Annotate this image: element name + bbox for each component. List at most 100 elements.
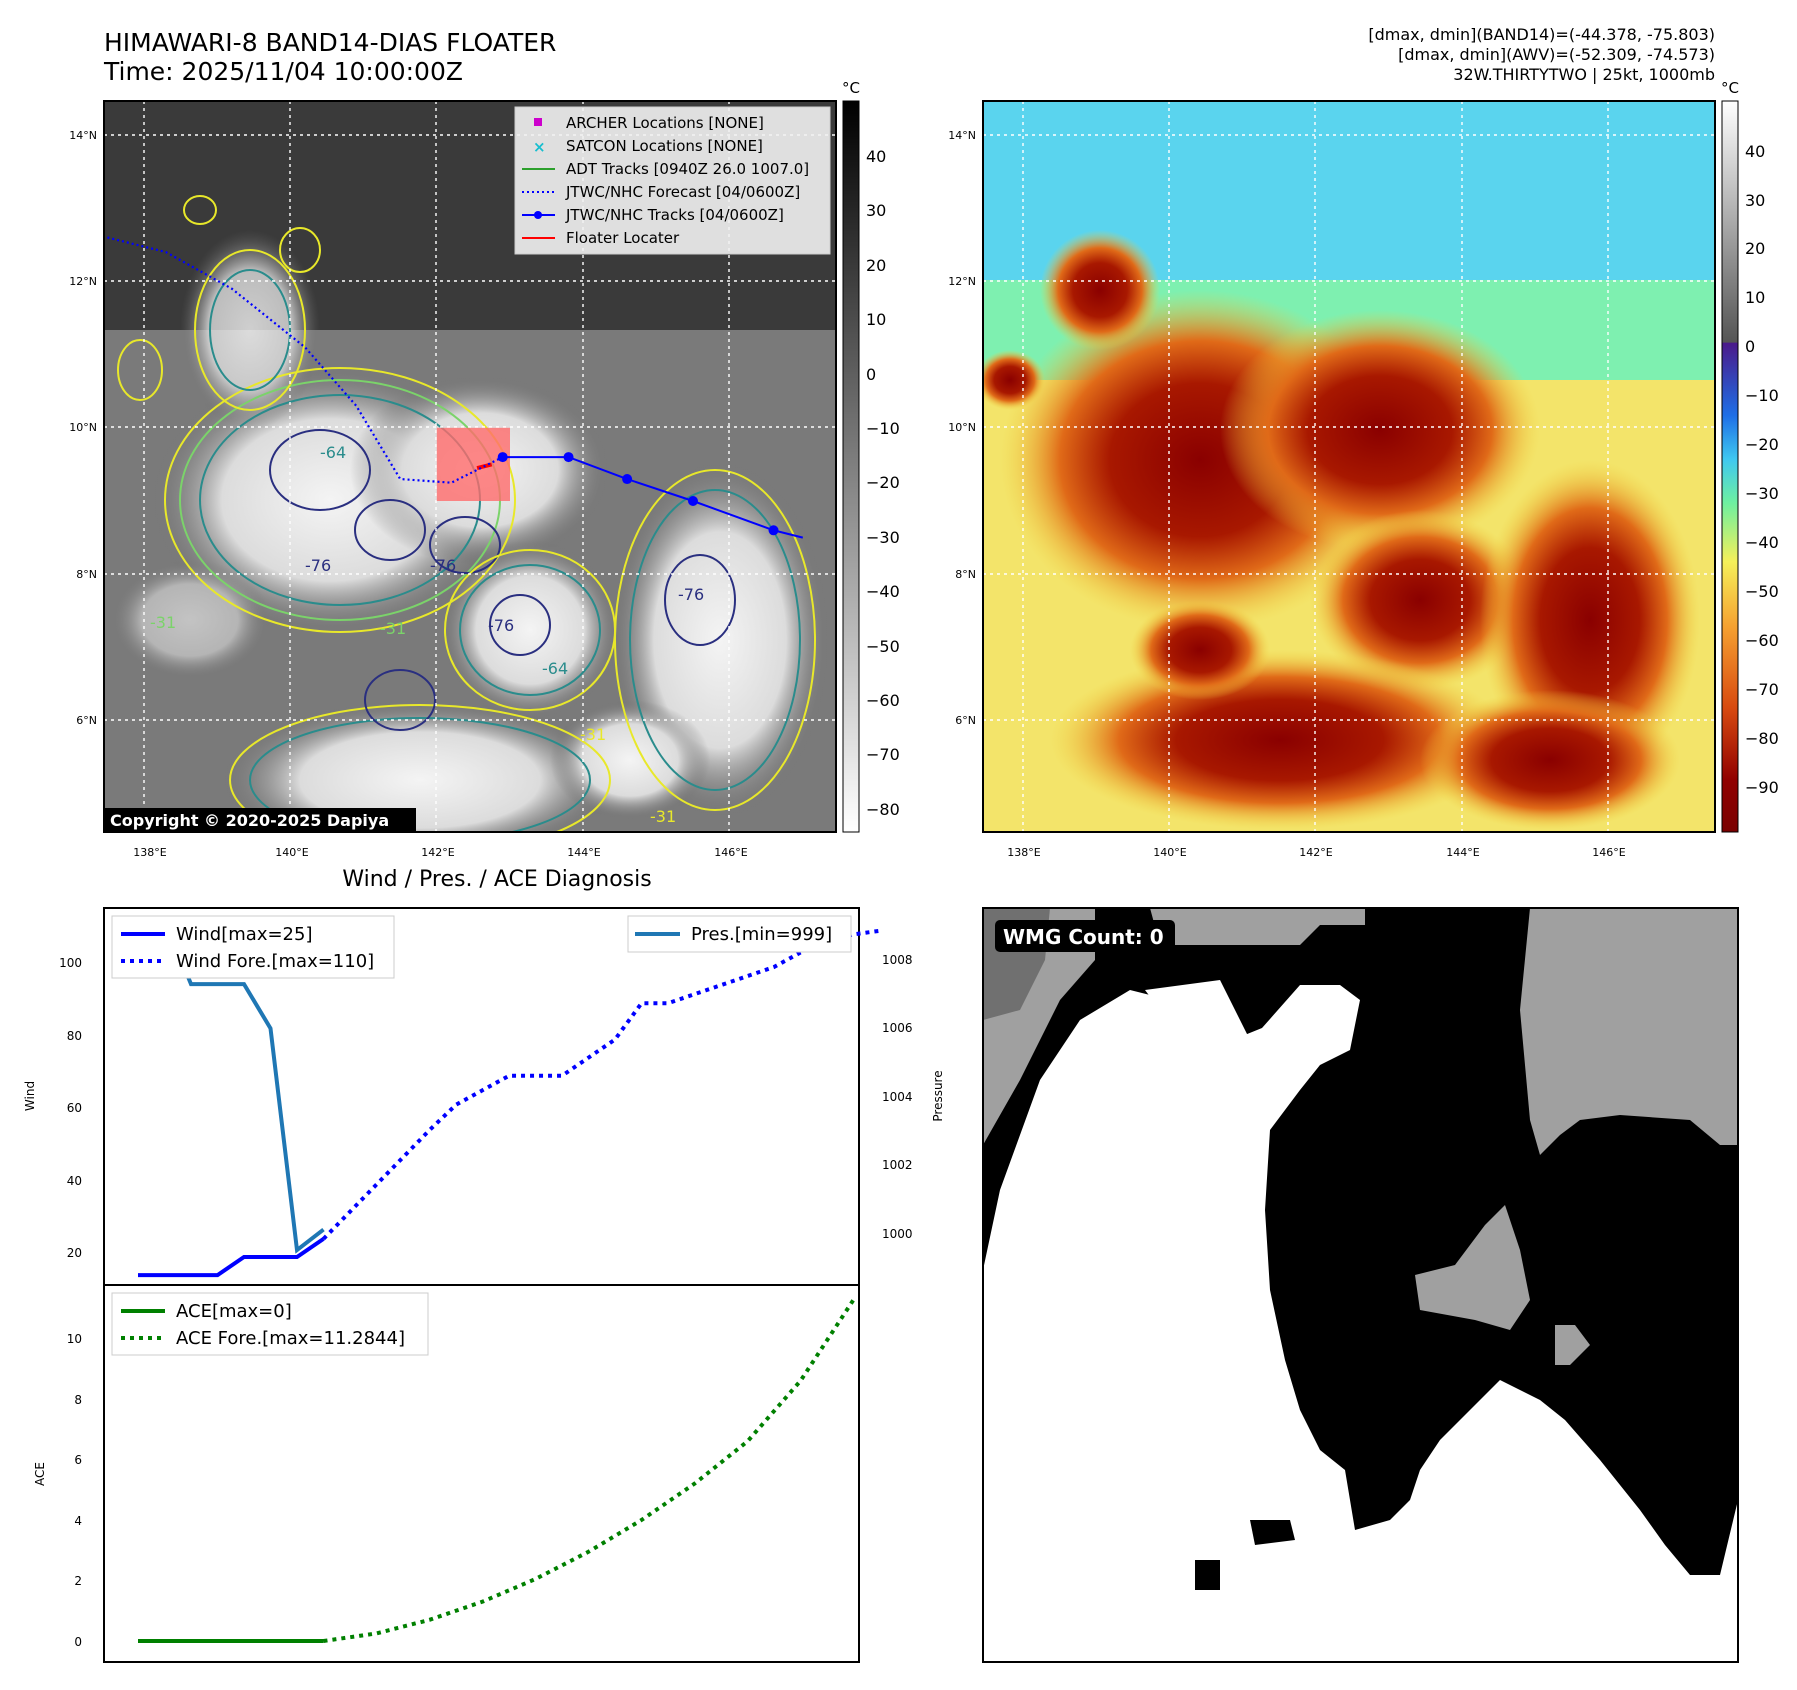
ace-tick: 8	[74, 1393, 82, 1407]
cbar-tick: −80	[1745, 729, 1779, 748]
stats-awv: [dmax, dmin](AWV)=(-52.309, -74.573)	[1398, 45, 1715, 64]
wind-tick: 100	[59, 956, 82, 970]
ace-chart: 10 8 6 4 2 0 ACE ACE[max=0] ACE Fore.[ma…	[33, 1284, 860, 1663]
pressure-tick: 1006	[882, 1021, 913, 1035]
cbar-tick: −70	[866, 745, 900, 764]
contour-label: -76	[430, 556, 456, 575]
left-lat-ticks: 14°N 12°N 10°N 8°N 6°N	[69, 129, 97, 727]
ace-tick: 4	[74, 1514, 82, 1528]
cbar-tick: −10	[1745, 386, 1779, 405]
wmg-frame	[982, 907, 1739, 1663]
lon-tick: 144°E	[1446, 846, 1479, 859]
cbar-tick: −30	[1745, 484, 1779, 503]
pressure-tick: 1008	[882, 953, 913, 967]
diagnosis-title: Wind / Pres. / ACE Diagnosis	[342, 867, 651, 892]
pressure-y-ticks: 1008 1006 1004 1002 1000	[882, 953, 913, 1241]
left-lon-ticks: 138°E 140°E 142°E 144°E 146°E	[133, 846, 747, 859]
wind-tick: 60	[67, 1101, 82, 1115]
left-gridlines	[104, 101, 836, 832]
lat-tick: 12°N	[948, 275, 976, 288]
cloud-field-gray	[110, 230, 830, 832]
legend-satcon: SATCON Locations [NONE]	[566, 137, 763, 155]
wmg-panel: WMG Count: 0	[982, 907, 1739, 1663]
cbar-tick: −10	[866, 419, 900, 438]
lat-tick: 14°N	[948, 129, 976, 142]
legend-ace-fore: ACE Fore.[max=11.2844]	[176, 1328, 405, 1349]
lat-tick: 8°N	[76, 568, 97, 581]
pressure-tick: 1004	[882, 1090, 913, 1104]
pressure-tick: 1000	[882, 1227, 913, 1241]
left-colorbar-ticks: 40 30 20 10 0 −10 −20 −30 −40 −50 −60 −7…	[866, 147, 900, 819]
legend-wind: Wind[max=25]	[176, 924, 313, 945]
satcon-marker-icon: ×	[533, 138, 546, 156]
forecast-track-line	[107, 236, 504, 484]
lat-tick: 6°N	[76, 714, 97, 727]
cbar-tick: −80	[866, 800, 900, 819]
cbar-tick: 20	[1745, 239, 1765, 258]
cbar-tick: 0	[866, 365, 876, 384]
right-colorbar-ticks: 40 30 20 10 0 −10 −20 −30 −40 −50 −60 −7…	[1745, 142, 1779, 797]
cbar-tick: −90	[1745, 778, 1779, 797]
right-lon-ticks: 138°E 140°E 142°E 144°E 146°E	[1007, 846, 1625, 859]
lon-tick: 146°E	[714, 846, 747, 859]
left-colorbar-unit: °C	[842, 79, 860, 97]
wmg-black-spot-south2	[1195, 1560, 1220, 1590]
wind-pressure-chart: 100 80 60 40 20 Wind 1008 1006 1004 1002…	[23, 907, 945, 1286]
pressure-axis-label: Pressure	[931, 1070, 945, 1121]
contour-label: -76	[305, 556, 331, 575]
cbar-tick: 10	[1745, 288, 1765, 307]
pressure-legend: Pres.[min=999]	[627, 915, 852, 953]
lon-tick: 146°E	[1592, 846, 1625, 859]
copyright-text: Copyright © 2020-2025 Dapiya	[110, 811, 389, 830]
contour-label: -31	[650, 807, 676, 826]
wind-tick: 80	[67, 1029, 82, 1043]
right-colorbar-unit: °C	[1721, 79, 1739, 97]
wmg-white-region-north	[1145, 980, 1250, 1050]
cbar-tick: −20	[1745, 435, 1779, 454]
contour-label: -76	[488, 616, 514, 635]
cbar-tick: 40	[866, 147, 886, 166]
track-point	[688, 496, 698, 506]
stats-band14: [dmax, dmin](BAND14)=(-44.378, -75.803)	[1368, 25, 1715, 44]
wmg-gray-region-top	[1150, 908, 1365, 945]
lat-tick: 12°N	[69, 275, 97, 288]
contour-label: -76	[678, 585, 704, 604]
cbar-tick: 0	[1745, 337, 1755, 356]
contour-label: -64	[320, 443, 346, 462]
lon-tick: 142°E	[1299, 846, 1332, 859]
copyright-badge: Copyright © 2020-2025 Dapiya	[104, 808, 416, 832]
cbar-tick: 40	[1745, 142, 1765, 161]
cbar-tick: −50	[1745, 582, 1779, 601]
pressure-tick: 1002	[882, 1158, 913, 1172]
cbar-tick: 10	[866, 310, 886, 329]
right-lat-ticks: 14°N 12°N 10°N 8°N 6°N	[948, 129, 976, 727]
right-gridlines	[983, 101, 1715, 832]
contours	[117, 195, 816, 832]
contour-label: -31	[150, 613, 176, 632]
wmg-count-label: WMG Count: 0	[1003, 925, 1164, 949]
lon-tick: 138°E	[133, 846, 166, 859]
contour-labels: -76 -76 -76 -76 -64 -64 -31 -31 -31 -31	[150, 443, 704, 826]
wmg-black-spot-south	[1250, 1520, 1295, 1545]
ace-tick: 0	[74, 1635, 82, 1649]
lon-tick: 142°E	[421, 846, 454, 859]
lat-tick: 14°N	[69, 129, 97, 142]
wmg-count-badge	[995, 920, 1175, 952]
legend-archer: ARCHER Locations [NONE]	[566, 114, 764, 132]
cbar-tick: −60	[1745, 631, 1779, 650]
storm-info: 32W.THIRTYTWO | 25kt, 1000mb	[1453, 65, 1715, 84]
legend-pres: Pres.[min=999]	[691, 924, 832, 945]
lat-tick: 6°N	[955, 714, 976, 727]
cbar-tick: −40	[866, 582, 900, 601]
legend-wind-fore: Wind Fore.[max=110]	[176, 951, 374, 972]
legend-track: JTWC/NHC Tracks [04/0600Z]	[565, 206, 784, 224]
cloud-field-warm	[983, 230, 1700, 830]
lon-tick: 144°E	[567, 846, 600, 859]
right-dias-map: 14°N 12°N 10°N 8°N 6°N 138°E 140°E 142°E…	[948, 79, 1779, 859]
map-left-frame	[103, 100, 837, 833]
legend-forecast: JTWC/NHC Forecast [04/0600Z]	[565, 183, 800, 201]
cbar-tick: −30	[866, 528, 900, 547]
lat-tick: 8°N	[955, 568, 976, 581]
cbar-tick: 30	[866, 201, 886, 220]
